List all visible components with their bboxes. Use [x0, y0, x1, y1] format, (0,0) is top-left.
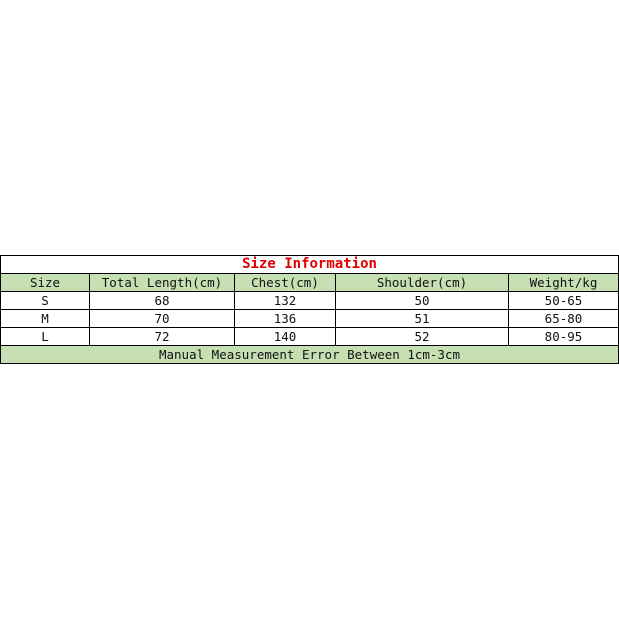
cell: 72 — [89, 327, 235, 346]
header-chest: Chest(cm) — [234, 273, 336, 292]
cell: 136 — [234, 309, 336, 328]
cell: L — [0, 327, 90, 346]
header-size: Size — [0, 273, 90, 292]
table-title: Size Information — [0, 255, 619, 274]
header-shoulder: Shoulder(cm) — [335, 273, 509, 292]
cell: 68 — [89, 291, 235, 310]
table-row: S 68 132 50 50-65 — [0, 291, 619, 310]
cell: 132 — [234, 291, 336, 310]
cell: 52 — [335, 327, 509, 346]
header-length: Total Length(cm) — [89, 273, 235, 292]
header-weight: Weight/kg — [508, 273, 619, 292]
table-row: L 72 140 52 80-95 — [0, 327, 619, 346]
cell: 140 — [234, 327, 336, 346]
header-row: Size Total Length(cm) Chest(cm) Shoulder… — [0, 273, 619, 292]
cell: 65-80 — [508, 309, 619, 328]
cell: 51 — [335, 309, 509, 328]
table-footer-note: Manual Measurement Error Between 1cm-3cm — [0, 345, 619, 364]
cell: 80-95 — [508, 327, 619, 346]
cell: 50-65 — [508, 291, 619, 310]
table-row: M 70 136 51 65-80 — [0, 309, 619, 328]
cell: 70 — [89, 309, 235, 328]
cell: 50 — [335, 291, 509, 310]
cell: S — [0, 291, 90, 310]
size-table: Size Information Size Total Length(cm) C… — [0, 255, 619, 364]
cell: M — [0, 309, 90, 328]
